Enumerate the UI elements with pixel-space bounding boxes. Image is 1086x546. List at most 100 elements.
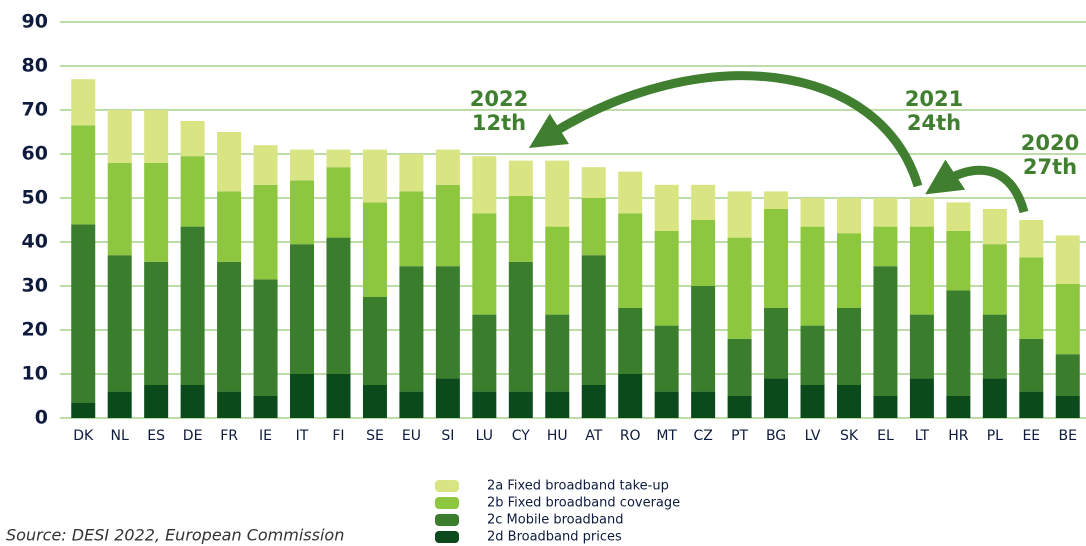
y-tick-label: 10 bbox=[22, 363, 48, 385]
bar-segment bbox=[253, 145, 278, 185]
bar-segment bbox=[581, 385, 606, 418]
bar-segment bbox=[691, 391, 716, 418]
bar-segment bbox=[836, 233, 861, 308]
y-tick-label: 70 bbox=[22, 99, 48, 121]
bar-segment bbox=[290, 374, 315, 418]
bar-segment bbox=[144, 385, 169, 418]
bar-segment bbox=[727, 338, 752, 396]
annotation: 24th bbox=[907, 111, 961, 135]
bar-segment bbox=[472, 391, 497, 418]
bar-segment bbox=[545, 160, 570, 227]
x-tick-label: FI bbox=[332, 428, 344, 444]
x-tick-label: HU bbox=[547, 428, 568, 444]
bar-segment bbox=[909, 378, 934, 418]
bar-segment bbox=[362, 385, 387, 418]
bar-segment bbox=[654, 325, 679, 392]
x-tick-label: BG bbox=[766, 428, 786, 444]
bar-segment bbox=[581, 167, 606, 198]
x-tick-label: IE bbox=[259, 428, 272, 444]
annotation: 2020 bbox=[1021, 131, 1079, 155]
bar-segment bbox=[362, 297, 387, 385]
x-tick-label: AT bbox=[585, 428, 602, 444]
x-tick-label: IT bbox=[296, 428, 309, 444]
bar-segment bbox=[691, 184, 716, 220]
bar-segment bbox=[253, 279, 278, 396]
legend-swatch bbox=[435, 531, 459, 543]
bar-segment bbox=[217, 191, 242, 262]
bar-segment bbox=[691, 220, 716, 286]
bar-segment bbox=[946, 202, 971, 231]
bar-segment bbox=[71, 79, 96, 126]
bar-segment bbox=[290, 149, 315, 181]
bar-segment bbox=[691, 286, 716, 392]
bar-segment bbox=[1055, 396, 1080, 418]
bar-segment bbox=[326, 374, 351, 418]
bar-segment bbox=[217, 132, 242, 192]
bar-segment bbox=[71, 402, 96, 418]
x-tick-label: SI bbox=[441, 428, 454, 444]
legend-swatch bbox=[435, 514, 459, 526]
bar-segment bbox=[144, 261, 169, 385]
bar-segment bbox=[290, 244, 315, 374]
legend-swatch bbox=[435, 497, 459, 509]
bar-segment bbox=[180, 156, 205, 227]
bar-segment bbox=[217, 391, 242, 418]
x-tick-label: PL bbox=[987, 428, 1003, 444]
bar-segment bbox=[144, 162, 169, 262]
y-tick-label: 40 bbox=[22, 231, 48, 253]
bar-segment bbox=[800, 226, 825, 326]
bar-segment bbox=[545, 391, 570, 418]
bar-segment bbox=[180, 385, 205, 418]
y-tick-label: 30 bbox=[22, 275, 48, 297]
bar-segment bbox=[581, 198, 606, 256]
bar-segment bbox=[946, 396, 971, 418]
y-tick-label: 90 bbox=[22, 11, 48, 33]
bar-segment bbox=[107, 255, 132, 392]
bar-segment bbox=[764, 378, 789, 418]
bar-segment bbox=[764, 209, 789, 308]
bar-segment bbox=[727, 396, 752, 418]
x-tick-label: HR bbox=[948, 428, 969, 444]
y-tick-label: 20 bbox=[22, 319, 48, 341]
arrow-2020-2021 bbox=[925, 159, 1029, 214]
bar-segment bbox=[435, 149, 460, 185]
bar-segment bbox=[836, 385, 861, 418]
bar-segment bbox=[764, 308, 789, 379]
legend-swatch bbox=[435, 480, 459, 492]
annotation: 12th bbox=[472, 111, 526, 135]
bar-segment bbox=[1055, 283, 1080, 355]
x-tick-label: RO bbox=[620, 428, 641, 444]
annotation: 2021 bbox=[905, 87, 963, 111]
bar-segment bbox=[326, 237, 351, 374]
x-tick-label: ES bbox=[147, 428, 165, 444]
bar-segment bbox=[326, 149, 351, 168]
bar-segment bbox=[654, 231, 679, 326]
bar-segment bbox=[982, 314, 1007, 379]
y-tick-label: 0 bbox=[35, 407, 48, 429]
bar-segment bbox=[508, 391, 533, 418]
bar-segment bbox=[873, 226, 898, 267]
x-tick-label: EU bbox=[402, 428, 421, 444]
y-tick-label: 80 bbox=[22, 55, 48, 77]
bar-segment bbox=[764, 191, 789, 209]
bar-segment bbox=[180, 226, 205, 385]
bar-segment bbox=[508, 160, 533, 196]
bar-segment bbox=[727, 237, 752, 339]
bar-segment bbox=[399, 191, 424, 267]
annotation: 27th bbox=[1023, 155, 1077, 179]
x-tick-label: SK bbox=[840, 428, 859, 444]
x-tick-label: EL bbox=[877, 428, 894, 444]
bar-segment bbox=[435, 378, 460, 418]
x-tick-label: NL bbox=[111, 428, 129, 444]
bar-segment bbox=[1019, 257, 1044, 339]
legend-label: 2a Fixed broadband take-up bbox=[487, 479, 669, 494]
arrow-2021-2022 bbox=[528, 71, 923, 188]
bar-segment bbox=[472, 156, 497, 214]
bar-segment bbox=[545, 314, 570, 392]
bar-segment bbox=[253, 396, 278, 418]
x-tick-label: BE bbox=[1059, 428, 1077, 444]
bar-segment bbox=[1055, 235, 1080, 284]
source: Source: DESI 2022, European Commission bbox=[6, 526, 344, 545]
bar-segment bbox=[873, 198, 898, 227]
bar-segment bbox=[909, 226, 934, 315]
